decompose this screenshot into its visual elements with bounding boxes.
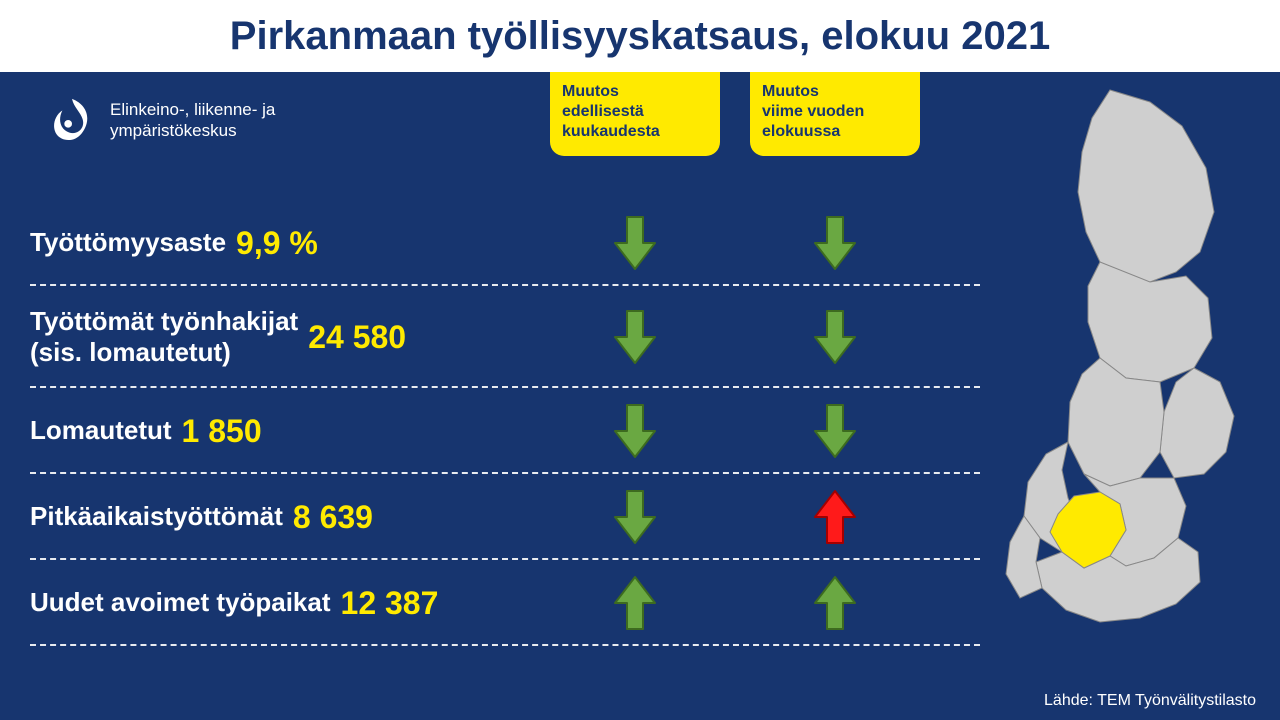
arrow-year-change [750,200,920,286]
stat-value: 9,9 % [236,225,318,262]
arrow-icon [811,573,859,633]
stat-label: Työttömät työnhakijat(sis. lomautetut) [30,306,298,368]
arrow-icon [811,401,859,461]
arrow-icon [611,307,659,367]
stat-label: Työttömyysaste [30,227,226,258]
arrow-icon [611,573,659,633]
map-region [1160,368,1234,478]
arrow-month-change [550,200,720,286]
stat-label: Lomautetut [30,415,172,446]
stat-row: Pitkäaikaistyöttömät 8 639 [30,474,940,560]
arrow-month-change [550,294,720,380]
arrow-month-change [550,560,720,646]
arrow-year-change [750,294,920,380]
arrow-icon [811,307,859,367]
stat-value: 1 850 [182,413,262,450]
arrow-year-change [750,388,920,474]
finland-map [950,82,1270,672]
arrow-year-change [750,560,920,646]
arrow-icon [611,487,659,547]
stat-label: Pitkäaikaistyöttömät [30,501,283,532]
col-header-month-l1: Muutos [562,82,708,102]
arrow-icon [611,401,659,461]
col-header-month-l2: edellisestä [562,102,708,122]
page-title-wrap: Pirkanmaan työllisyyskatsaus, elokuu 202… [0,0,1280,69]
stat-row: Uudet avoimet työpaikat 12 387 [30,560,940,646]
arrow-month-change [550,388,720,474]
page-title: Pirkanmaan työllisyyskatsaus, elokuu 202… [0,14,1280,59]
stat-row: Lomautetut 1 850 [30,388,940,474]
agency-logo-line2: ympäristökeskus [110,120,275,141]
agency-logo: Elinkeino-, liikenne- ja ympäristökeskus [48,96,275,144]
source-label: Lähde: TEM Työnvälitystilasto [1044,692,1256,710]
arrow-icon [811,213,859,273]
stat-value: 8 639 [293,499,373,536]
col-header-year: Muutos viime vuoden elokuussa [750,72,920,156]
stat-value: 24 580 [308,319,406,356]
stat-value: 12 387 [341,585,439,622]
col-header-month: Muutos edellisestä kuukaudesta [550,72,720,156]
col-header-year-l3: elokuussa [762,122,908,142]
arrow-year-change [750,474,920,560]
agency-logo-icon [48,96,96,144]
stat-row: Työttömät työnhakijat(sis. lomautetut) 24… [30,286,940,388]
stat-label: Uudet avoimet työpaikat [30,587,331,618]
stats-rows: Työttömyysaste 9,9 % Työttömät työnhakijat… [30,200,940,646]
agency-logo-line1: Elinkeino-, liikenne- ja [110,99,275,120]
arrow-month-change [550,474,720,560]
map-region [1078,90,1214,282]
arrow-icon [611,213,659,273]
page: Pirkanmaan työllisyyskatsaus, elokuu 202… [0,0,1280,720]
col-header-year-l1: Muutos [762,82,908,102]
arrow-icon [811,487,859,547]
main-panel: Elinkeino-, liikenne- ja ympäristökeskus… [0,72,1280,720]
agency-logo-text: Elinkeino-, liikenne- ja ympäristökeskus [110,99,275,142]
col-header-month-l3: kuukaudesta [562,122,708,142]
stat-row: Työttömyysaste 9,9 % [30,200,940,286]
col-header-year-l2: viime vuoden [762,102,908,122]
